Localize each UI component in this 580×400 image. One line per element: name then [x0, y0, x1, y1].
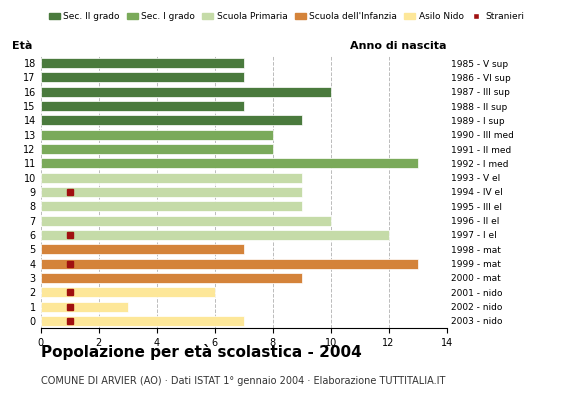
- Bar: [41, 130, 273, 140]
- Legend: Sec. II grado, Sec. I grado, Scuola Primaria, Scuola dell'Infanzia, Asilo Nido, : Sec. II grado, Sec. I grado, Scuola Prim…: [45, 8, 528, 25]
- Bar: [41, 273, 302, 283]
- Bar: [41, 302, 128, 312]
- Bar: [41, 201, 302, 211]
- Bar: [41, 173, 302, 183]
- Text: Età: Età: [12, 40, 32, 50]
- Bar: [41, 187, 302, 197]
- Text: Popolazione per età scolastica - 2004: Popolazione per età scolastica - 2004: [41, 344, 361, 360]
- Bar: [41, 258, 418, 268]
- Bar: [41, 230, 389, 240]
- Bar: [41, 216, 331, 226]
- Text: COMUNE DI ARVIER (AO) · Dati ISTAT 1° gennaio 2004 · Elaborazione TUTTITALIA.IT: COMUNE DI ARVIER (AO) · Dati ISTAT 1° ge…: [41, 376, 445, 386]
- Bar: [41, 58, 244, 68]
- Bar: [41, 116, 302, 126]
- Bar: [41, 158, 418, 168]
- Bar: [41, 101, 244, 111]
- Text: Anno di nascita: Anno di nascita: [350, 40, 447, 50]
- Bar: [41, 316, 244, 326]
- Bar: [41, 72, 244, 82]
- Bar: [41, 87, 331, 97]
- Bar: [41, 287, 215, 297]
- Bar: [41, 144, 273, 154]
- Bar: [41, 244, 244, 254]
